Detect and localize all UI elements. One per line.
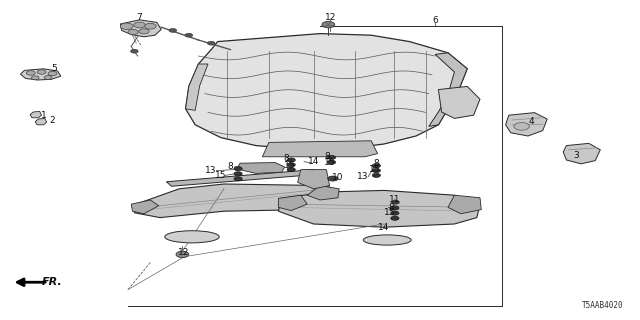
Text: 13: 13: [205, 166, 217, 175]
Text: 15: 15: [384, 208, 396, 217]
Polygon shape: [278, 190, 480, 227]
Text: 1: 1: [41, 111, 46, 120]
Circle shape: [37, 70, 46, 74]
Text: 3: 3: [573, 151, 579, 160]
Circle shape: [327, 155, 336, 160]
Polygon shape: [506, 113, 547, 136]
Text: 15: 15: [284, 161, 296, 170]
Circle shape: [287, 163, 296, 167]
Polygon shape: [278, 195, 307, 211]
Text: 8: 8: [228, 162, 233, 171]
Polygon shape: [298, 170, 330, 189]
Polygon shape: [438, 86, 480, 118]
Circle shape: [390, 206, 399, 210]
Ellipse shape: [364, 235, 412, 245]
Polygon shape: [20, 69, 61, 80]
Circle shape: [120, 23, 133, 29]
Circle shape: [134, 22, 145, 28]
Polygon shape: [563, 143, 600, 164]
Polygon shape: [134, 184, 339, 218]
Polygon shape: [166, 170, 317, 186]
Polygon shape: [429, 53, 467, 126]
Circle shape: [44, 76, 52, 79]
Text: FR.: FR.: [42, 277, 63, 287]
Circle shape: [327, 160, 336, 164]
Text: 15: 15: [324, 158, 335, 167]
Circle shape: [131, 49, 138, 53]
Circle shape: [31, 76, 39, 80]
Text: 8: 8: [389, 203, 394, 212]
Polygon shape: [131, 200, 159, 214]
Circle shape: [322, 21, 335, 28]
Text: 14: 14: [378, 223, 390, 232]
Text: 2: 2: [50, 116, 55, 125]
Text: 7: 7: [137, 13, 142, 22]
Circle shape: [372, 173, 380, 178]
Polygon shape: [262, 141, 378, 157]
Text: 4: 4: [529, 117, 534, 126]
Polygon shape: [186, 34, 467, 149]
Text: T5AAB4020: T5AAB4020: [582, 301, 624, 310]
Circle shape: [287, 168, 296, 172]
Text: 8: 8: [324, 152, 330, 161]
Circle shape: [234, 166, 243, 171]
Text: 12: 12: [178, 248, 189, 257]
Circle shape: [372, 168, 380, 173]
Circle shape: [328, 176, 338, 181]
Polygon shape: [307, 186, 339, 200]
Text: 5: 5: [52, 64, 57, 73]
Circle shape: [390, 211, 399, 215]
Text: 8: 8: [374, 159, 379, 168]
Ellipse shape: [165, 231, 219, 243]
Polygon shape: [186, 64, 208, 110]
Polygon shape: [120, 20, 161, 37]
Circle shape: [185, 33, 193, 37]
Circle shape: [169, 28, 177, 32]
Circle shape: [287, 158, 296, 162]
Circle shape: [207, 41, 215, 45]
Text: 10: 10: [332, 173, 343, 182]
Circle shape: [234, 177, 243, 181]
Circle shape: [145, 23, 156, 29]
Circle shape: [514, 123, 529, 130]
Polygon shape: [448, 195, 481, 214]
Text: 12: 12: [325, 13, 337, 22]
Circle shape: [48, 71, 57, 76]
Text: 11: 11: [389, 195, 401, 204]
Circle shape: [234, 172, 243, 176]
Circle shape: [26, 71, 35, 75]
Text: 6: 6: [433, 16, 438, 25]
Text: 14: 14: [308, 157, 319, 166]
Polygon shape: [237, 163, 285, 173]
Circle shape: [392, 200, 399, 204]
Circle shape: [372, 164, 380, 168]
Text: 15: 15: [215, 171, 227, 180]
Circle shape: [128, 29, 138, 35]
Circle shape: [139, 29, 149, 34]
Circle shape: [176, 251, 189, 258]
Circle shape: [390, 216, 399, 220]
Polygon shape: [35, 118, 47, 125]
Text: 13: 13: [357, 172, 369, 181]
Text: 15: 15: [369, 165, 380, 174]
Text: 8: 8: [284, 154, 289, 163]
Polygon shape: [30, 111, 42, 118]
